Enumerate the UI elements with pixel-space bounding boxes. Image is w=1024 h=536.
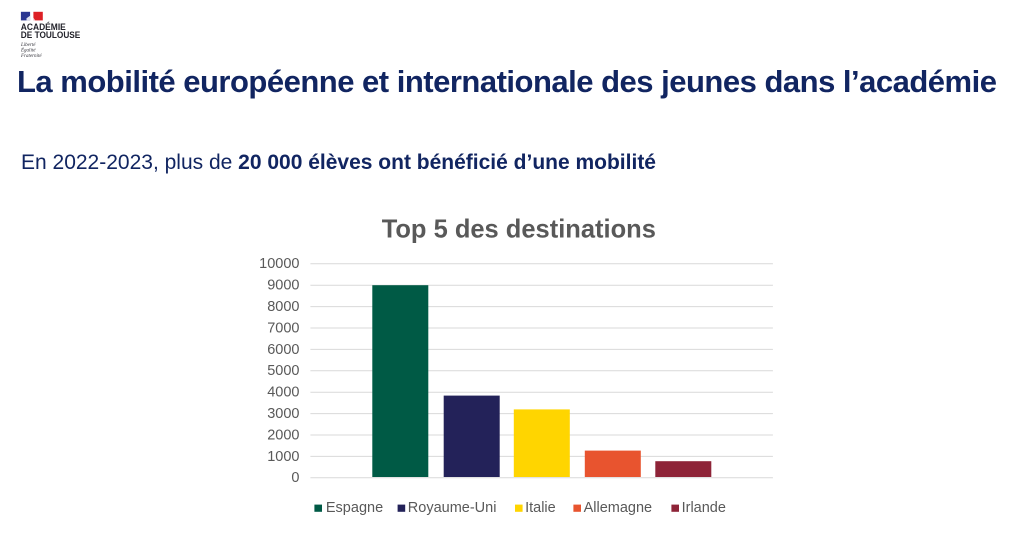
svg-text:3000: 3000	[267, 406, 299, 422]
svg-text:Fraternité: Fraternité	[20, 54, 42, 59]
svg-text:Italie: Italie	[525, 500, 556, 516]
svg-text:Égalité: Égalité	[20, 48, 36, 54]
svg-text:6000: 6000	[267, 342, 299, 358]
svg-text:7000: 7000	[267, 320, 299, 336]
svg-text:1000: 1000	[267, 449, 299, 465]
svg-text:8000: 8000	[267, 299, 299, 315]
svg-text:9000: 9000	[267, 278, 299, 294]
svg-text:Royaume-Uni: Royaume-Uni	[408, 500, 497, 516]
svg-text:Allemagne: Allemagne	[584, 500, 653, 516]
svg-text:Top 5 des destinations: Top 5 des destinations	[382, 214, 656, 244]
svg-text:Liberté: Liberté	[20, 43, 36, 48]
svg-text:Irlande: Irlande	[682, 500, 726, 516]
svg-text:0: 0	[291, 470, 299, 486]
svg-text:Espagne: Espagne	[326, 500, 383, 516]
svg-text:10000: 10000	[259, 256, 299, 272]
svg-text:4000: 4000	[267, 385, 299, 401]
svg-text:ACADÉMIE: ACADÉMIE	[21, 22, 66, 32]
svg-text:DE TOULOUSE: DE TOULOUSE	[21, 30, 81, 40]
svg-text:5000: 5000	[267, 363, 299, 379]
svg-text:2000: 2000	[267, 427, 299, 443]
